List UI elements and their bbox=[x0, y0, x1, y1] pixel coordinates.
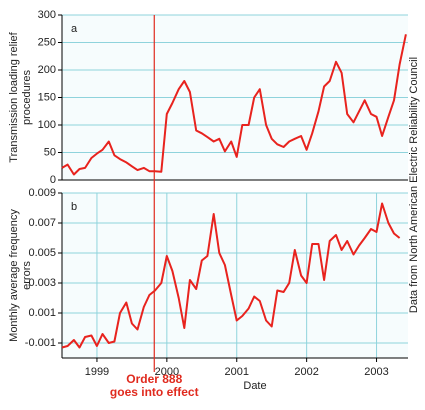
y-tick-label: 0.005 bbox=[28, 247, 56, 259]
source-note: Data from North American Electric Reliab… bbox=[408, 57, 420, 313]
x-tick-label: 2002 bbox=[294, 366, 318, 378]
x-tick-label: 1999 bbox=[85, 366, 109, 378]
y-tick-label: 0.007 bbox=[28, 217, 56, 229]
y-axis-label-line: Monthly average frequency bbox=[8, 209, 20, 342]
y-tick-label: 100 bbox=[38, 119, 56, 131]
annotation-text: Order 888 bbox=[126, 372, 182, 386]
y-tick-label: 250 bbox=[38, 36, 56, 48]
y-axis-label: Monthly average frequencyerrors bbox=[8, 209, 33, 342]
y-tick-label: -0.001 bbox=[25, 337, 56, 349]
y-tick-label: 0 bbox=[50, 174, 56, 186]
y-axis-label-line: Transmission loading relief bbox=[8, 31, 20, 162]
y-axis-label-line: procedures bbox=[21, 69, 33, 125]
y-axis-label: Transmission loading reliefprocedures bbox=[8, 31, 33, 162]
x-axis-label: Date bbox=[243, 380, 266, 392]
panel-label: b bbox=[71, 201, 77, 213]
y-tick-label: 0.001 bbox=[28, 307, 56, 319]
y-tick-label: 200 bbox=[38, 64, 56, 76]
y-tick-label: 300 bbox=[38, 9, 56, 21]
panel-label: a bbox=[71, 23, 78, 35]
y-axis-label-line: errors bbox=[21, 261, 33, 290]
y-tick-label: 0.003 bbox=[28, 277, 56, 289]
x-tick-label: 2000 bbox=[155, 366, 179, 378]
plot-area bbox=[62, 193, 408, 358]
data-line bbox=[61, 34, 407, 176]
y-tick-label: 150 bbox=[38, 91, 56, 103]
y-tick-label: 0.009 bbox=[28, 187, 56, 199]
x-tick-label: 2001 bbox=[225, 366, 249, 378]
x-tick-label: 2003 bbox=[364, 366, 388, 378]
y-tick-label: 50 bbox=[44, 146, 56, 158]
data-line bbox=[61, 202, 401, 349]
annotation-text: goes into effect bbox=[110, 385, 199, 399]
